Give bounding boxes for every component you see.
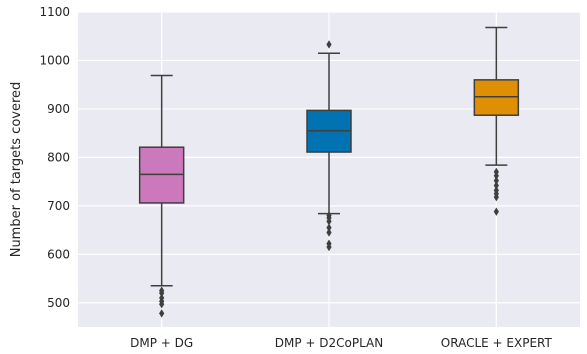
- boxes: [138, 26, 520, 318]
- outlier-point: [493, 181, 499, 190]
- outlier-point: [159, 300, 165, 309]
- outlier-point: [493, 176, 499, 185]
- outlier-point: [159, 309, 165, 318]
- y-tick-label: 800: [47, 150, 70, 164]
- box-group: [306, 40, 352, 252]
- outlier-point: [493, 192, 499, 202]
- outlier-point: [159, 288, 165, 298]
- outlier-point: [326, 40, 332, 49]
- x-tick-label: ORACLE + EXPERT: [441, 336, 553, 350]
- y-tick-label: 1100: [39, 5, 70, 19]
- y-tick-label: 1000: [39, 53, 70, 67]
- box-group: [473, 26, 520, 216]
- box-group: [138, 74, 185, 318]
- outlier-point: [326, 242, 332, 252]
- outlier-point: [326, 228, 332, 237]
- outlier-point: [326, 223, 332, 232]
- y-tick-label: 600: [47, 247, 70, 261]
- x-tick-label: DMP + D2CoPLAN: [275, 336, 384, 350]
- y-tick-label: 500: [47, 296, 70, 310]
- outlier-point: [326, 217, 332, 226]
- x-tick-label: DMP + DG: [130, 336, 193, 350]
- y-tick-labels: 500 600 700 800 900 1000 1100: [39, 5, 70, 310]
- y-tick-label: 700: [47, 199, 70, 213]
- outlier-point: [493, 171, 499, 180]
- x-tick-labels: DMP + DG DMP + D2CoPLAN ORACLE + EXPERT: [130, 336, 552, 350]
- y-axis-label: Number of targets covered: [9, 82, 24, 258]
- y-tick-label: 900: [47, 102, 70, 116]
- outlier-point: [493, 207, 499, 216]
